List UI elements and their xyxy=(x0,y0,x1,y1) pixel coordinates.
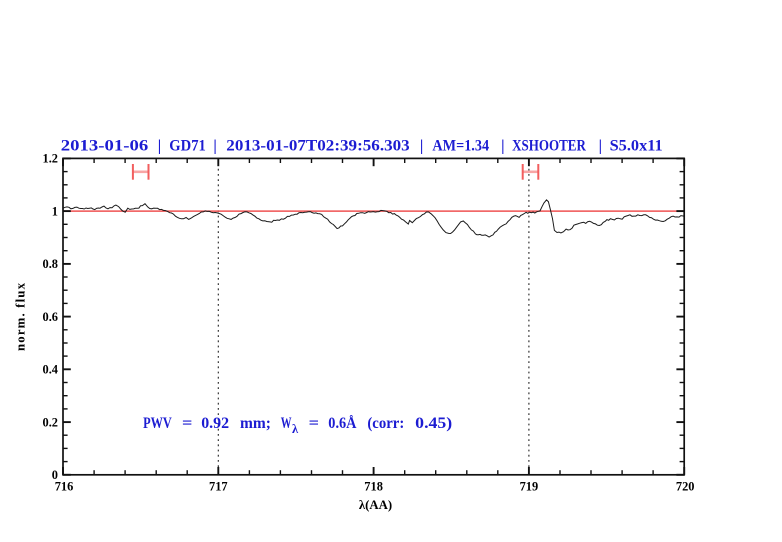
svg-text:|: | xyxy=(213,138,216,155)
svg-text:2013-01-07T02:39:56.303: 2013-01-07T02:39:56.303 xyxy=(226,138,410,155)
svg-text:0.6Å: 0.6Å xyxy=(328,414,357,432)
svg-text:|: | xyxy=(158,138,161,155)
svg-text:norm. flux: norm. flux xyxy=(14,282,28,351)
svg-text:|: | xyxy=(420,138,423,155)
svg-text:=: = xyxy=(309,415,319,432)
svg-text:0: 0 xyxy=(52,468,58,482)
svg-text:0.6: 0.6 xyxy=(43,310,59,324)
svg-text:716: 716 xyxy=(55,480,74,494)
svg-text:XSHOOTER: XSHOOTER xyxy=(512,138,586,155)
svg-text:mm;: mm; xyxy=(240,415,271,432)
svg-text:AM=1.34: AM=1.34 xyxy=(432,138,489,155)
svg-text:GD71: GD71 xyxy=(169,138,206,155)
svg-text:=: = xyxy=(182,415,192,432)
svg-text:1: 1 xyxy=(52,204,58,218)
svg-text:|: | xyxy=(599,138,602,155)
svg-text:0.8: 0.8 xyxy=(43,257,59,271)
svg-text:0.92: 0.92 xyxy=(201,415,229,432)
svg-text:PWV: PWV xyxy=(143,415,172,432)
svg-text:1.2: 1.2 xyxy=(43,152,59,166)
svg-text:718: 718 xyxy=(364,480,383,494)
svg-text:|: | xyxy=(501,138,504,155)
svg-text:W: W xyxy=(281,415,292,432)
svg-text:719: 719 xyxy=(520,480,539,494)
svg-text:2013-01-06: 2013-01-06 xyxy=(61,138,149,155)
svg-text:(corr:: (corr: xyxy=(367,415,404,432)
svg-text:0.2: 0.2 xyxy=(43,415,59,429)
svg-text:S5.0x11: S5.0x11 xyxy=(610,138,663,155)
svg-text:0.45): 0.45) xyxy=(415,415,452,432)
svg-text:λ: λ xyxy=(292,422,299,436)
svg-text:0.4: 0.4 xyxy=(43,363,59,377)
svg-text:717: 717 xyxy=(209,480,228,494)
svg-text:720: 720 xyxy=(676,480,695,494)
svg-text:λ(AA): λ(AA) xyxy=(359,498,392,512)
